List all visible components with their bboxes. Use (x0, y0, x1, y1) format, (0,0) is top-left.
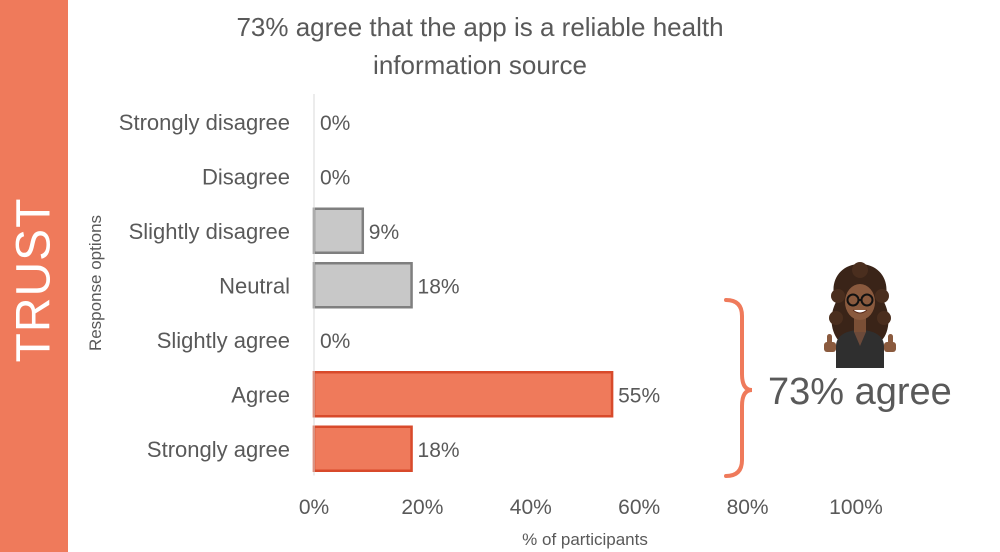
x-tick-label: 60% (618, 496, 660, 519)
data-label: 55% (618, 384, 660, 407)
data-label: 9% (369, 221, 399, 244)
category-label: Agree (231, 382, 290, 407)
x-tick-label: 20% (401, 496, 443, 519)
side-band: TRUST (0, 0, 68, 552)
category-label: Strongly disagree (119, 110, 290, 135)
category-label: Disagree (202, 164, 290, 189)
x-tick-label: 100% (829, 496, 883, 519)
agree-annotation: 73% agree (768, 371, 952, 413)
x-axis-label: % of participants (522, 530, 648, 549)
category-label: Slightly agree (157, 328, 290, 353)
data-label: 0% (320, 112, 350, 135)
data-label: 0% (320, 166, 350, 189)
agree-brace (724, 298, 753, 478)
x-tick-label: 0% (299, 496, 329, 519)
x-tick-label: 80% (727, 496, 769, 519)
x-tick-label: 40% (510, 496, 552, 519)
thumbs-up-avatar-icon (824, 262, 896, 368)
bar (312, 207, 365, 254)
data-label: 18% (418, 275, 460, 298)
category-label: Neutral (219, 273, 290, 298)
y-axis-label: Response options (86, 215, 105, 351)
data-label: 18% (418, 439, 460, 462)
chart-title: 73% agree that the app is a reliable hea… (236, 12, 724, 80)
bar (312, 371, 614, 418)
data-label: 0% (320, 330, 350, 353)
category-label: Strongly agree (147, 437, 290, 462)
bar (312, 425, 413, 472)
bar (312, 262, 413, 309)
category-label: Slightly disagree (129, 219, 290, 244)
